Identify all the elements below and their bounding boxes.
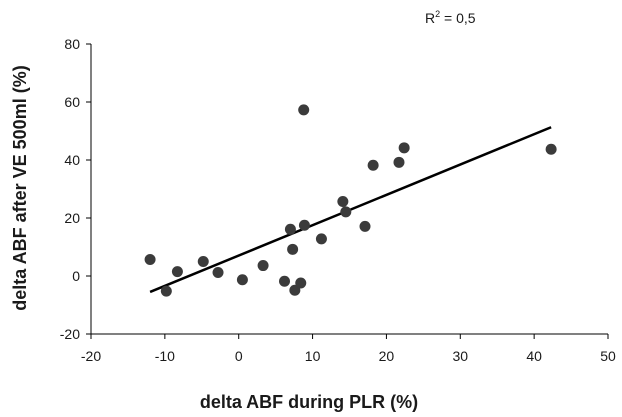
- data-point: [284, 223, 296, 235]
- y-tick-label: -20: [60, 326, 80, 342]
- x-tick-label: 50: [600, 348, 616, 364]
- x-tick-label: 30: [452, 348, 468, 364]
- data-point: [257, 260, 269, 272]
- x-tick-label: -10: [155, 348, 175, 364]
- y-tick-label: 60: [64, 94, 80, 110]
- data-point: [212, 267, 224, 279]
- data-point: [298, 104, 310, 116]
- data-point: [279, 275, 291, 287]
- x-tick-label: -20: [81, 348, 101, 364]
- y-axis-title: delta ABF after VE 500ml (%): [10, 65, 30, 310]
- x-tick-label: 40: [526, 348, 542, 364]
- data-point: [287, 243, 299, 255]
- data-point: [295, 277, 307, 289]
- y-tick-label: 40: [64, 152, 80, 168]
- data-point: [171, 266, 183, 278]
- data-point: [197, 256, 209, 267]
- data-point: [337, 195, 349, 207]
- data-point: [359, 220, 371, 232]
- data-point: [367, 159, 379, 171]
- axes: -20 0 20 40 60 80 -20 -10 0 10 20 30 40 50: [60, 36, 616, 364]
- x-tick-label: 10: [305, 348, 321, 364]
- data-point: [315, 233, 327, 245]
- data-point: [298, 219, 310, 231]
- data-point: [545, 143, 557, 155]
- data-point: [144, 253, 156, 265]
- y-tick-label: 0: [72, 268, 80, 284]
- data-point: [340, 206, 352, 218]
- y-tick-label: 20: [64, 210, 80, 226]
- x-tick-label: 20: [379, 348, 395, 364]
- data-points: [144, 104, 557, 297]
- r-squared-annotation: R2 = 0,5: [425, 9, 476, 26]
- x-axis-title: delta ABF during PLR (%): [200, 392, 418, 412]
- x-tick-label: 0: [235, 348, 243, 364]
- data-point: [398, 142, 410, 154]
- data-point: [236, 274, 248, 286]
- y-tick-label: 80: [64, 36, 80, 52]
- data-point: [393, 156, 405, 168]
- data-point: [160, 285, 172, 297]
